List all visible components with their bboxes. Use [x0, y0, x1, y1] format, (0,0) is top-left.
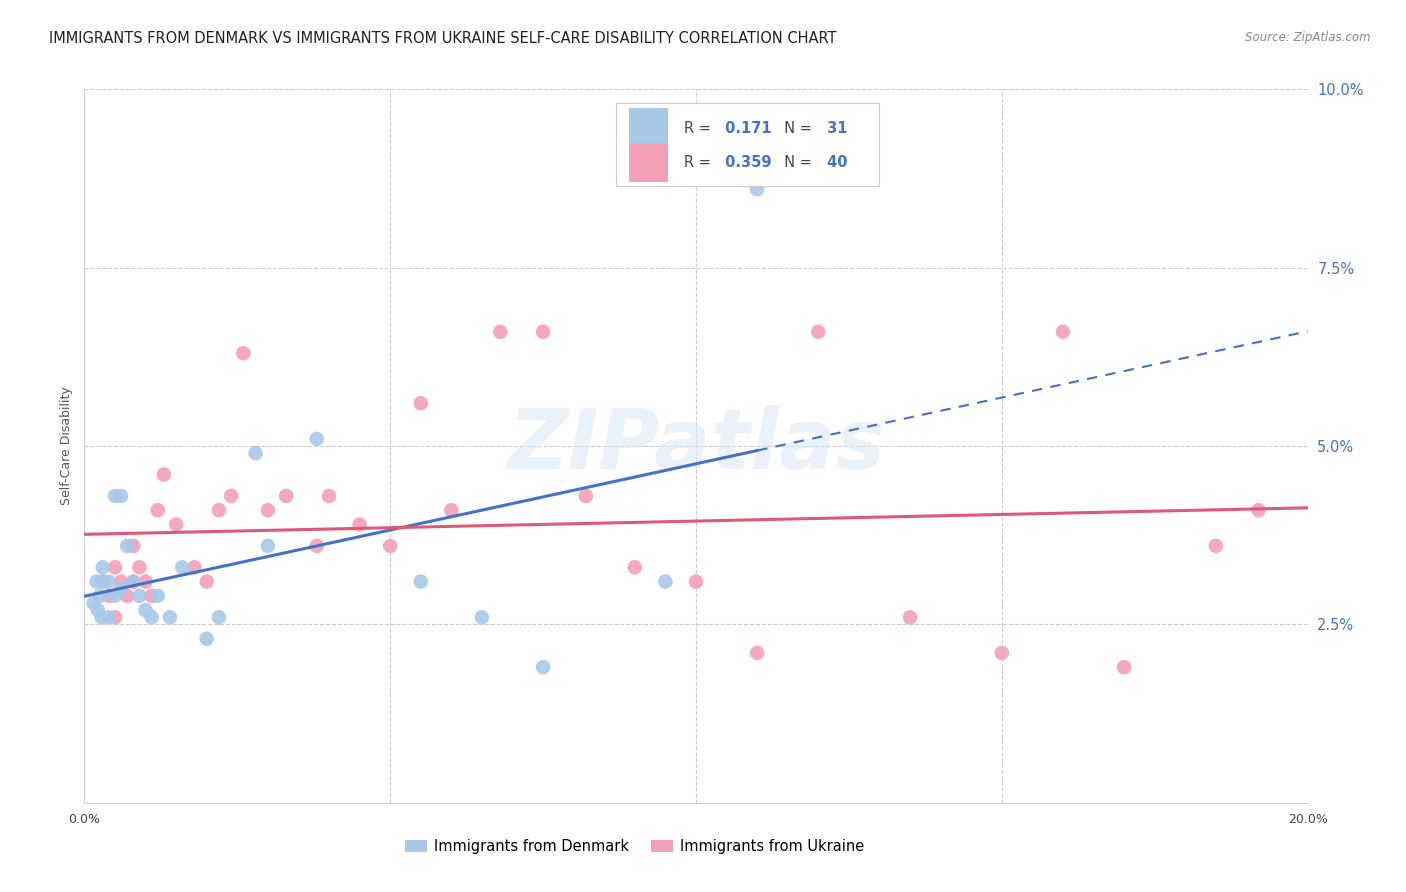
Point [991, 646, 1014, 660]
Point [1114, 660, 1136, 674]
Point [305, 432, 328, 446]
Point [276, 489, 298, 503]
Point [624, 560, 647, 574]
Point [440, 503, 463, 517]
Point [104, 610, 127, 624]
Point [110, 489, 132, 503]
Point [165, 517, 187, 532]
Point [153, 467, 176, 482]
Point [1247, 503, 1270, 517]
Point [128, 560, 150, 574]
Point [380, 539, 402, 553]
Point [122, 574, 145, 589]
Legend: Immigrants from Denmark, Immigrants from Ukraine: Immigrants from Denmark, Immigrants from… [399, 833, 870, 860]
Point [807, 325, 830, 339]
Point [104, 560, 127, 574]
Text: N =: N = [776, 155, 817, 170]
Point [89, 589, 111, 603]
Point [110, 582, 132, 596]
Point [110, 574, 132, 589]
Point [146, 589, 169, 603]
FancyBboxPatch shape [628, 109, 668, 148]
Point [489, 325, 512, 339]
Point [141, 589, 163, 603]
Point [409, 574, 432, 589]
Point [257, 503, 280, 517]
Point [318, 489, 340, 503]
FancyBboxPatch shape [628, 143, 668, 182]
Point [159, 610, 181, 624]
Point [531, 325, 554, 339]
Point [531, 660, 554, 674]
Point [219, 489, 242, 503]
Text: 31: 31 [823, 120, 848, 136]
Point [654, 574, 676, 589]
Point [97, 589, 120, 603]
Point [86, 574, 108, 589]
Point [97, 610, 120, 624]
Text: 40: 40 [823, 155, 848, 170]
Text: N =: N = [776, 120, 817, 136]
Text: IMMIGRANTS FROM DENMARK VS IMMIGRANTS FROM UKRAINE SELF-CARE DISABILITY CORRELAT: IMMIGRANTS FROM DENMARK VS IMMIGRANTS FR… [49, 31, 837, 46]
FancyBboxPatch shape [616, 103, 880, 186]
Point [90, 610, 112, 624]
Point [245, 446, 267, 460]
Point [471, 610, 494, 624]
Text: R =: R = [683, 155, 716, 170]
Y-axis label: Self-Care Disability: Self-Care Disability [60, 386, 73, 506]
Point [349, 517, 371, 532]
Point [208, 610, 231, 624]
Text: 0.359: 0.359 [720, 155, 772, 170]
Point [87, 603, 110, 617]
Point [122, 574, 145, 589]
Point [257, 539, 280, 553]
Point [135, 603, 157, 617]
Point [104, 589, 127, 603]
Point [208, 503, 231, 517]
Point [91, 560, 114, 574]
Point [898, 610, 921, 624]
Point [104, 489, 127, 503]
Point [747, 646, 769, 660]
Point [115, 589, 138, 603]
Text: 0.171: 0.171 [720, 120, 772, 136]
Point [128, 589, 150, 603]
Point [122, 539, 145, 553]
Point [91, 574, 114, 589]
Point [141, 610, 163, 624]
Point [232, 346, 254, 360]
Text: R =: R = [683, 120, 716, 136]
Point [172, 560, 194, 574]
Point [1052, 325, 1074, 339]
Point [747, 182, 769, 196]
Point [575, 489, 598, 503]
Point [195, 632, 218, 646]
Point [83, 596, 105, 610]
Point [91, 574, 114, 589]
Point [685, 574, 707, 589]
Point [1205, 539, 1227, 553]
Text: Source: ZipAtlas.com: Source: ZipAtlas.com [1246, 31, 1371, 45]
Point [115, 539, 138, 553]
Point [195, 574, 218, 589]
Text: ZIPatlas: ZIPatlas [508, 406, 884, 486]
Point [97, 574, 120, 589]
Point [409, 396, 432, 410]
Point [135, 574, 157, 589]
Point [183, 560, 205, 574]
Point [305, 539, 328, 553]
Point [146, 503, 169, 517]
